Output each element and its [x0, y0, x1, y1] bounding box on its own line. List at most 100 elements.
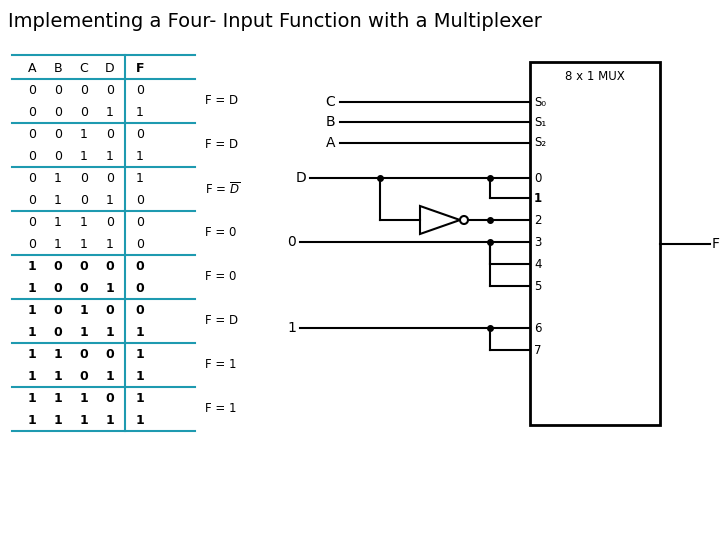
Text: 1: 1 — [53, 414, 63, 427]
Text: 0: 0 — [53, 260, 63, 273]
Text: 0: 0 — [54, 84, 62, 97]
Text: 0: 0 — [136, 238, 144, 251]
Text: 0: 0 — [28, 215, 36, 228]
Text: 1: 1 — [136, 105, 144, 118]
Text: 0: 0 — [135, 303, 145, 316]
Text: 1: 1 — [27, 281, 37, 294]
Text: F = $\overline{D}$: F = $\overline{D}$ — [205, 181, 240, 197]
Text: S₁: S₁ — [534, 116, 546, 129]
Text: 1: 1 — [80, 326, 89, 339]
Text: 1: 1 — [135, 326, 145, 339]
Text: 1: 1 — [106, 369, 114, 382]
Text: 0: 0 — [106, 348, 114, 361]
Bar — [530, 62, 660, 425]
Text: 0: 0 — [287, 235, 296, 249]
Text: 1: 1 — [106, 326, 114, 339]
Text: 1: 1 — [54, 215, 62, 228]
Text: F: F — [712, 237, 720, 251]
Text: F = D: F = D — [205, 314, 238, 327]
Text: 0: 0 — [80, 84, 88, 97]
Text: 4: 4 — [534, 258, 541, 271]
Text: D: D — [295, 171, 306, 185]
Text: 1: 1 — [135, 392, 145, 404]
Text: 1: 1 — [80, 392, 89, 404]
Text: 1: 1 — [106, 281, 114, 294]
Text: F = 1: F = 1 — [205, 402, 236, 415]
Text: 1: 1 — [287, 321, 296, 335]
Text: 2: 2 — [534, 213, 541, 226]
Text: C: C — [325, 95, 335, 109]
Text: 1: 1 — [80, 127, 88, 140]
Text: 1: 1 — [27, 414, 37, 427]
Text: 1: 1 — [53, 392, 63, 404]
Text: 1: 1 — [80, 150, 88, 163]
Text: 0: 0 — [106, 127, 114, 140]
Text: C: C — [80, 62, 89, 75]
Text: 0: 0 — [54, 127, 62, 140]
Text: 0: 0 — [80, 105, 88, 118]
Text: 0: 0 — [106, 303, 114, 316]
Text: 7: 7 — [534, 343, 541, 356]
Text: A: A — [28, 62, 36, 75]
Text: 0: 0 — [80, 172, 88, 185]
Text: 1: 1 — [534, 192, 542, 205]
Text: 0: 0 — [80, 281, 89, 294]
Text: 0: 0 — [53, 303, 63, 316]
Text: 0: 0 — [53, 281, 63, 294]
Text: 0: 0 — [135, 260, 145, 273]
Text: 1: 1 — [106, 238, 114, 251]
Text: 1: 1 — [106, 150, 114, 163]
Text: 0: 0 — [136, 193, 144, 206]
Text: 0: 0 — [80, 369, 89, 382]
Text: 0: 0 — [106, 84, 114, 97]
Text: 1: 1 — [106, 193, 114, 206]
Text: 0: 0 — [28, 127, 36, 140]
Text: 5: 5 — [534, 280, 541, 293]
Text: 1: 1 — [27, 326, 37, 339]
Text: 0: 0 — [106, 215, 114, 228]
Text: 0: 0 — [80, 348, 89, 361]
Text: 0: 0 — [54, 105, 62, 118]
Text: 1: 1 — [106, 414, 114, 427]
Text: 1: 1 — [27, 392, 37, 404]
Text: 1: 1 — [80, 414, 89, 427]
Text: 0: 0 — [53, 326, 63, 339]
Text: 1: 1 — [135, 369, 145, 382]
Text: 1: 1 — [136, 150, 144, 163]
Text: 0: 0 — [54, 150, 62, 163]
Text: 6: 6 — [534, 321, 541, 334]
Text: S₀: S₀ — [534, 96, 546, 109]
Text: 1: 1 — [80, 303, 89, 316]
Text: 1: 1 — [27, 260, 37, 273]
Text: 0: 0 — [80, 193, 88, 206]
Text: 0: 0 — [136, 84, 144, 97]
Text: B: B — [54, 62, 63, 75]
Text: 0: 0 — [106, 260, 114, 273]
Text: 1: 1 — [54, 172, 62, 185]
Text: 0: 0 — [136, 215, 144, 228]
Text: 3: 3 — [534, 235, 541, 248]
Text: 0: 0 — [80, 260, 89, 273]
Text: F: F — [136, 62, 144, 75]
Text: D: D — [105, 62, 114, 75]
Text: F = D: F = D — [205, 94, 238, 107]
Text: 1: 1 — [54, 193, 62, 206]
Text: 1: 1 — [136, 172, 144, 185]
Text: 1: 1 — [80, 215, 88, 228]
Text: 0: 0 — [28, 193, 36, 206]
Text: 1: 1 — [53, 348, 63, 361]
Text: 0: 0 — [106, 392, 114, 404]
Text: Implementing a Four- Input Function with a Multiplexer: Implementing a Four- Input Function with… — [8, 12, 542, 31]
Text: A: A — [325, 136, 335, 150]
Text: 0: 0 — [28, 172, 36, 185]
Text: 0: 0 — [534, 172, 541, 185]
Text: 0: 0 — [28, 150, 36, 163]
Text: 0: 0 — [28, 238, 36, 251]
Text: 1: 1 — [80, 238, 88, 251]
Text: 0: 0 — [106, 172, 114, 185]
Text: 8 x 1 MUX: 8 x 1 MUX — [565, 70, 625, 83]
Text: 0: 0 — [135, 281, 145, 294]
Text: F = 0: F = 0 — [205, 226, 236, 240]
Text: 0: 0 — [28, 84, 36, 97]
Text: F = D: F = D — [205, 138, 238, 152]
